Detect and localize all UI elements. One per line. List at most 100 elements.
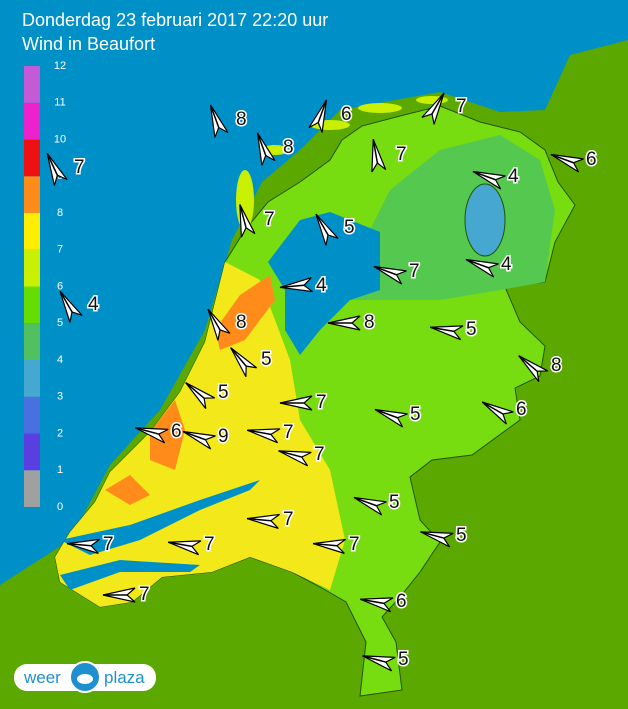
- wind-arrow: [315, 213, 339, 246]
- wind-force: 4: [508, 166, 519, 187]
- wind-arrow: [207, 308, 231, 341]
- legend-band: [24, 323, 40, 360]
- wind-force: 7: [314, 444, 325, 465]
- wind-force: 5: [218, 382, 229, 403]
- legend-band: [24, 470, 40, 507]
- wind-arrow: [360, 597, 394, 613]
- legend-label: 11: [54, 97, 65, 109]
- arrow-shaft: [230, 347, 247, 367]
- estuary: [60, 480, 260, 555]
- wind-arrow: [550, 153, 584, 173]
- legend-label: 4: [57, 354, 63, 366]
- arrow-shaft: [278, 450, 302, 458]
- legend-band: [24, 139, 40, 177]
- arrow-shaft: [247, 429, 272, 436]
- arrow-shaft: [46, 153, 59, 176]
- wind-force: 4: [88, 294, 99, 315]
- arrow-shaft: [279, 284, 305, 289]
- wind-force: 5: [261, 349, 272, 370]
- legend-label: 7: [57, 244, 63, 256]
- wind-arrow: [168, 540, 202, 556]
- legend-label: 2: [57, 427, 63, 439]
- wind-arrow: [66, 538, 100, 554]
- arrow-head: [278, 450, 312, 467]
- arrow-shaft: [518, 355, 538, 372]
- wind-force: 7: [316, 392, 327, 413]
- wind-arrow: [279, 395, 313, 411]
- arrow-shaft: [372, 139, 379, 164]
- logo-left: weer: [23, 668, 61, 687]
- wind-arrow: [518, 355, 549, 383]
- arrow-shaft: [66, 542, 92, 547]
- wind-arrow: [279, 277, 313, 293]
- wind-force: 6: [341, 104, 352, 125]
- arrow-shaft: [312, 542, 338, 547]
- arrow-head: [421, 92, 445, 125]
- wind-force: 7: [74, 157, 85, 178]
- wind-force: 7: [283, 422, 294, 443]
- wind-arrow: [247, 428, 281, 444]
- arrow-head: [420, 531, 454, 548]
- map-title: Donderdag 23 februari 2017 22:20 uur: [22, 10, 328, 30]
- arrow-head: [312, 538, 346, 554]
- arrow-shaft: [59, 290, 73, 313]
- wind-arrow: [362, 655, 396, 672]
- wind-arrow: [472, 170, 506, 190]
- wind-arrow: [430, 325, 464, 341]
- wind-force: 5: [466, 319, 477, 340]
- wind-force: 8: [551, 355, 562, 376]
- wind-force: 6: [171, 421, 182, 442]
- wind-arrow: [239, 204, 256, 238]
- wind-arrow: [421, 92, 445, 125]
- arrow-head: [256, 132, 276, 166]
- wind-force: 7: [396, 144, 407, 165]
- arrow-shaft: [185, 382, 205, 399]
- estuary: [60, 560, 200, 590]
- arrow-head: [66, 538, 100, 554]
- sea: [0, 0, 628, 585]
- legend-band: [24, 396, 40, 434]
- arrow-shaft: [465, 258, 489, 269]
- logo-right: plaza: [104, 668, 145, 687]
- wind-force: 9: [218, 426, 229, 447]
- wind-force: 7: [204, 534, 215, 555]
- legend-label: 6: [57, 280, 63, 292]
- wind-arrow: [256, 132, 276, 166]
- wind-arrow: [59, 290, 83, 323]
- wind-force: 8: [283, 137, 294, 158]
- legend-label: 0: [57, 501, 63, 513]
- wind-arrow: [353, 496, 387, 516]
- wind-force: 7: [264, 209, 275, 230]
- arrow-head: [59, 290, 83, 323]
- arrow-shaft: [420, 531, 444, 539]
- arrow-shaft: [360, 598, 385, 605]
- wind-force: 7: [409, 261, 420, 282]
- arrow-shaft: [353, 496, 377, 507]
- legend-band: [24, 286, 40, 324]
- logo-cloud: [77, 674, 93, 684]
- wind-arrow: [308, 99, 328, 133]
- wind-force: 7: [103, 534, 114, 555]
- arrow-shaft: [431, 92, 445, 115]
- legend-band: [24, 176, 40, 213]
- arrow-shaft: [246, 517, 272, 522]
- legend-label: 3: [57, 391, 63, 403]
- wind-arrow: [185, 382, 216, 410]
- ijsselmeer: [268, 212, 380, 355]
- wind-arrow: [481, 401, 514, 425]
- wind-force: 5: [398, 649, 409, 670]
- arrow-shaft: [317, 99, 328, 123]
- wind-force: 5: [456, 525, 467, 546]
- arrow-shaft: [182, 430, 206, 441]
- wind-arrow: [209, 104, 229, 138]
- arrow-shaft: [239, 204, 247, 228]
- legend-band: [24, 213, 40, 250]
- legend-label: 10: [54, 133, 66, 145]
- wind-force: 6: [586, 149, 597, 170]
- arrow-shaft: [430, 326, 455, 333]
- wind-force: 7: [139, 584, 150, 605]
- arrow-head: [550, 153, 584, 173]
- wind-arrow: [102, 587, 136, 603]
- coast-orange-zone: [105, 475, 150, 505]
